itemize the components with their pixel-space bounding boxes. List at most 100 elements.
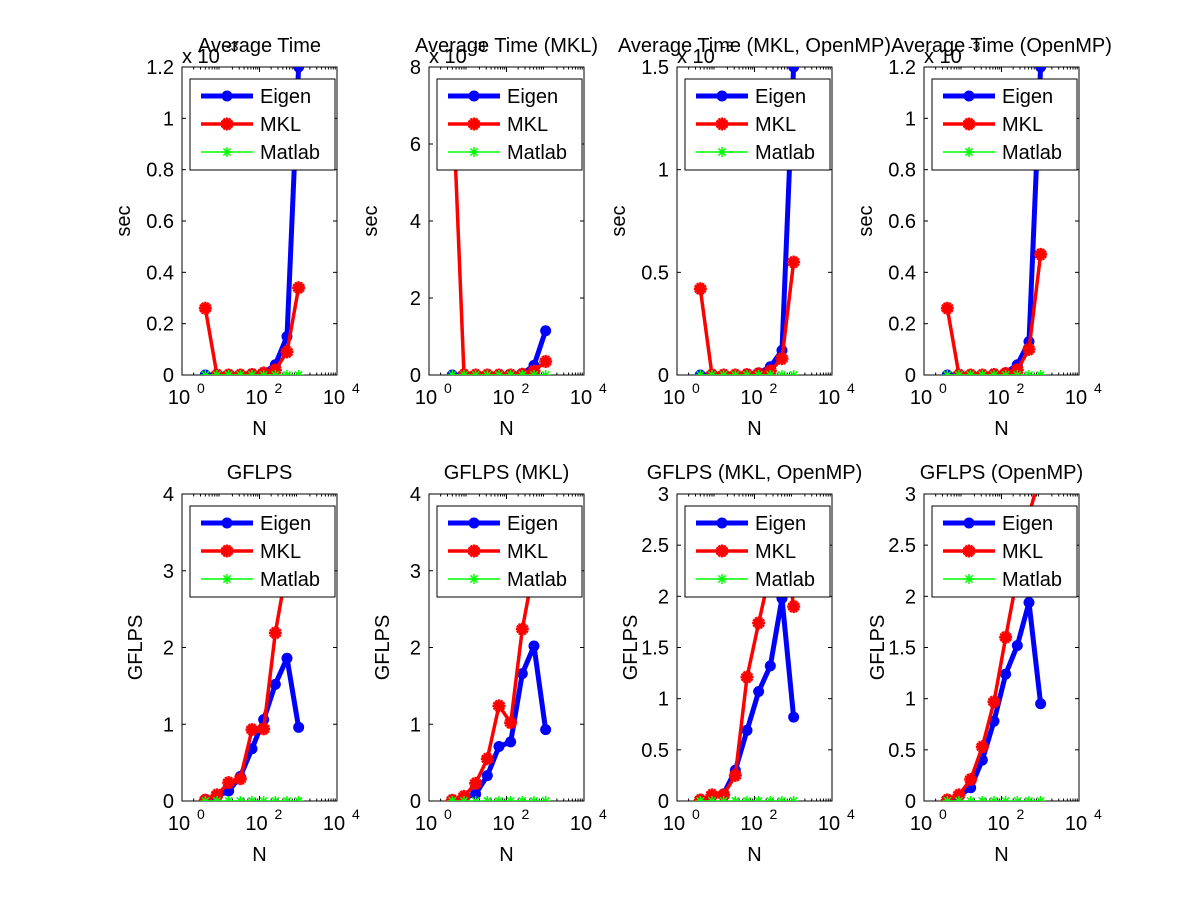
data-point-mkl [469,776,483,790]
data-point-mkl [787,255,801,269]
y-tick-label: 1.2 [146,57,174,79]
data-point-matlab [730,370,741,375]
y-tick-label: 3 [163,561,174,583]
data-point-matlab [270,370,281,375]
x-tick-base: 10 [818,813,840,835]
y-tick-label: 1 [163,714,174,736]
data-point-matlab [223,796,234,801]
subplot-title: Average Time (OpenMP) [891,35,1112,57]
legend: Eigen MKL Matlab [931,78,1078,171]
data-point-mkl [752,616,766,630]
x-axis-label: N [994,418,1008,440]
x-tick-base: 10 [570,813,592,835]
data-point-matlab [281,796,292,801]
x-tick-label: 10 4 [818,806,855,835]
data-point-matlab [953,796,964,801]
y-axis-label: sec [113,205,135,236]
data-point-matlab [235,370,246,375]
y-tick-label: 4 [163,484,174,506]
x-tick-exponent: 4 [1094,380,1102,396]
data-point-eigen [788,67,800,73]
data-point-eigen [505,736,517,748]
data-point-matlab [447,796,458,801]
data-point-matlab [776,370,787,375]
x-tick-label: 10 0 [910,380,947,409]
legend-label: MKL [1002,541,1043,563]
data-point-mkl [492,699,506,713]
legend-label: Matlab [755,569,815,591]
y-tick-label: 2 [163,638,174,660]
data-point-matlab [695,796,706,801]
y-tick-label: 4 [410,211,421,233]
legend-marker-mkl [715,117,729,131]
data-point-matlab [1023,796,1034,801]
y-tick-label: 0 [658,365,669,387]
x-tick-exponent: 0 [444,806,452,822]
data-point-matlab [223,370,234,375]
y-tick-label: 2 [905,586,916,608]
data-point-matlab [540,370,551,375]
legend-label: Matlab [507,142,567,164]
data-point-matlab [706,370,717,375]
y-exponent-power: -3 [473,38,486,54]
x-tick-label: 10 4 [570,380,607,409]
y-tick-label: 1 [905,108,916,130]
legend-label: Eigen [507,513,558,535]
data-point-matlab [718,370,729,375]
x-tick-base: 10 [987,813,1009,835]
data-point-matlab [458,370,469,375]
x-tick-label: 10 0 [168,806,205,835]
data-point-matlab [965,796,976,801]
x-tick-label: 10 2 [987,380,1024,409]
x-tick-exponent: 0 [692,806,700,822]
data-point-matlab [695,370,706,375]
x-axis-label: N [747,844,761,866]
data-point-matlab [765,370,776,375]
x-tick-label: 10 0 [663,380,700,409]
legend-marker-eigen [468,517,480,529]
legend-marker-mkl [962,117,976,131]
y-tick-label: 1 [905,689,916,711]
subplot-title: GFLPS (OpenMP) [920,462,1083,484]
data-point-eigen [481,770,493,782]
data-point-matlab [200,796,211,801]
plot-area [445,79,553,375]
legend-label: MKL [755,114,796,136]
data-point-matlab [447,370,458,375]
data-point-matlab [281,370,292,375]
data-point-mkl [233,772,247,786]
data-point-matlab [482,796,493,801]
x-tick-label: 10 2 [245,806,282,835]
x-tick-base: 10 [987,387,1009,409]
y-tick-label: 2 [658,586,669,608]
subplot-title: GFLPS (MKL) [444,462,570,484]
legend-marker-matlab [964,574,974,584]
data-point-matlab [270,796,281,801]
data-point-matlab [517,370,528,375]
legend-label: Matlab [1002,569,1062,591]
legend-label: MKL [755,541,796,563]
data-point-eigen [1035,67,1047,73]
data-point-eigen [528,640,540,652]
x-axis-label: N [252,844,266,866]
x-tick-base: 10 [415,387,437,409]
x-tick-exponent: 4 [352,380,360,396]
data-point-matlab [942,370,953,375]
x-tick-base: 10 [910,387,932,409]
legend-label: MKL [1002,114,1043,136]
plot-area [693,67,801,375]
data-point-mkl [539,355,553,369]
x-tick-exponent: 0 [197,380,205,396]
legend-marker-matlab [469,147,479,157]
y-exponent-power: -3 [226,38,239,54]
y-tick-label: 0 [410,791,421,813]
data-point-matlab [517,796,528,801]
data-point-matlab [741,370,752,375]
legend-label: Matlab [260,569,320,591]
legend-marker-mkl [220,117,234,131]
x-tick-label: 10 2 [740,380,777,409]
legend-marker-matlab [717,574,727,584]
y-tick-label: 1 [410,714,421,736]
y-exponent-label: x 10 -3 [429,38,486,68]
